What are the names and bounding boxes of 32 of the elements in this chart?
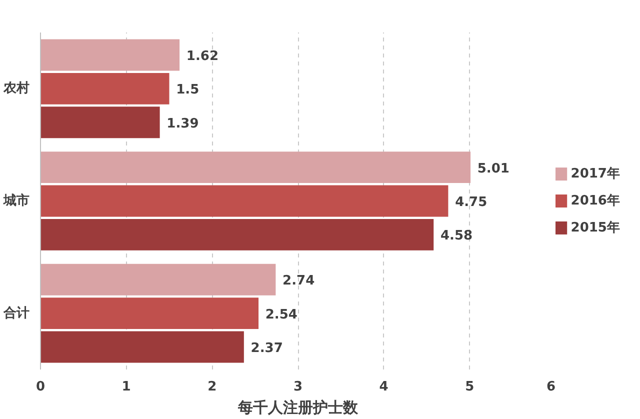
- legend-label: 2017年: [570, 166, 620, 182]
- data-label: 1.5: [176, 82, 200, 98]
- bar: [40, 298, 259, 330]
- x-tick-label: 3: [293, 380, 303, 394]
- bar: [40, 331, 244, 363]
- data-label: 4.58: [440, 228, 473, 244]
- bar: [40, 39, 180, 71]
- y-tick-label: 城市: [2, 192, 30, 208]
- data-label: 4.75: [455, 195, 488, 210]
- legend-label: 2015年: [570, 220, 620, 236]
- x-tick-label: 2: [208, 380, 217, 394]
- data-label: 2.74: [282, 274, 315, 289]
- y-tick-label: 农村: [2, 81, 30, 96]
- data-label: 1.62: [186, 48, 218, 64]
- data-label: 5.01: [477, 161, 510, 176]
- bar: [40, 264, 276, 296]
- x-tick-label: 5: [465, 380, 474, 394]
- bar: [40, 106, 160, 138]
- data-label: 1.39: [166, 116, 199, 132]
- bar: [40, 152, 471, 184]
- bar: [40, 185, 448, 217]
- y-tick-label: 合计: [2, 304, 30, 321]
- x-axis-title: 每千人注册护士数: [237, 398, 359, 416]
- x-tick-label: 0: [36, 380, 46, 394]
- legend-label: 2016年: [570, 194, 620, 208]
- x-tick-label: 1: [122, 380, 131, 394]
- bar: [40, 72, 170, 104]
- bar: [40, 218, 434, 250]
- data-label: 2.37: [250, 341, 283, 356]
- x-tick-label: 4: [379, 380, 388, 394]
- data-label: 2.54: [265, 307, 298, 322]
- x-tick-label: 6: [546, 380, 556, 394]
